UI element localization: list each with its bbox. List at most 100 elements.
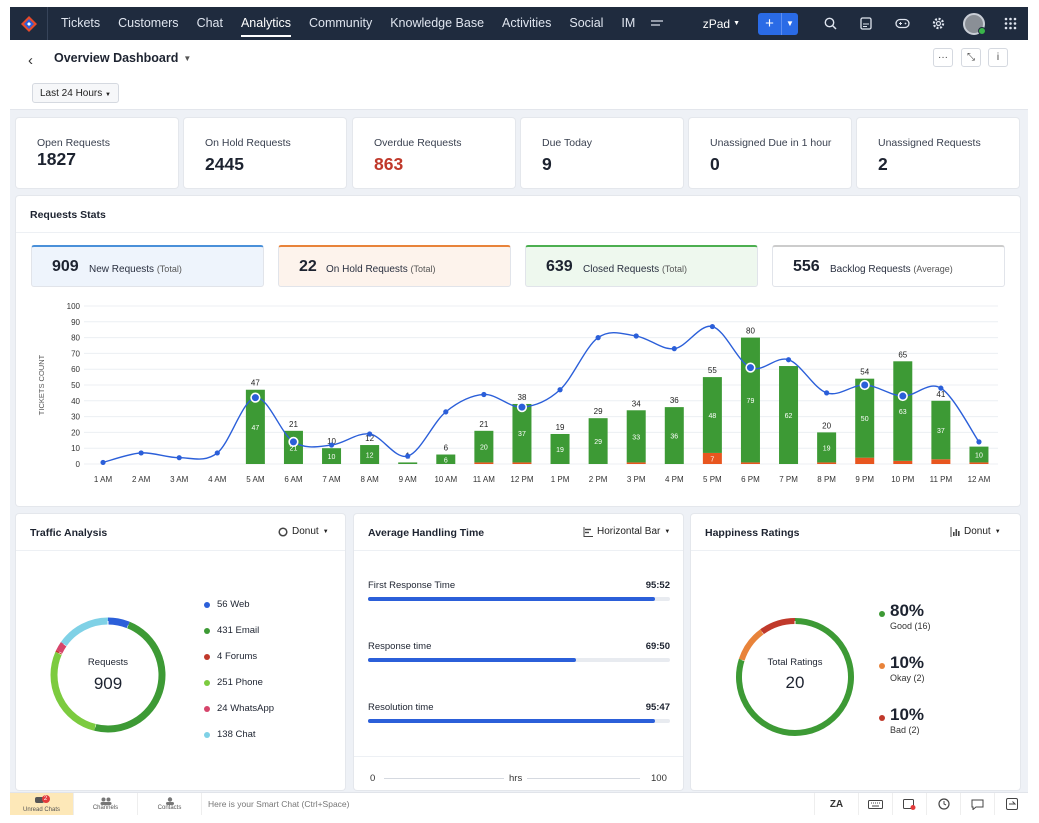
workspace-selector[interactable]: zPad ▼	[703, 17, 740, 31]
donut-segment[interactable]	[50, 651, 96, 731]
nav-tab-customers[interactable]: Customers	[118, 16, 179, 30]
legend-item[interactable]: 251 Phone	[204, 677, 263, 688]
kpi-card[interactable]: Open Requests 1827	[16, 118, 178, 188]
new-button[interactable]: + ▼	[758, 12, 798, 35]
aht-row[interactable]: Response time 69:50	[368, 641, 670, 665]
trend-point[interactable]	[328, 442, 335, 448]
trend-point[interactable]	[138, 450, 144, 456]
trend-point[interactable]	[976, 439, 982, 445]
donut-segment[interactable]	[60, 617, 109, 647]
keyboard-icon[interactable]	[858, 792, 892, 815]
bar-orange[interactable]	[931, 459, 951, 464]
stat-card[interactable]: 909 New Requests (Total)	[31, 245, 264, 287]
channels-button[interactable]: Channels	[74, 792, 138, 815]
trend-point[interactable]	[671, 346, 677, 352]
bar-green[interactable]	[474, 430, 494, 463]
trend-point[interactable]	[557, 387, 563, 393]
search-icon[interactable]	[812, 7, 848, 40]
aht-row[interactable]: Resolution time 95:47	[368, 702, 670, 726]
trend-point[interactable]	[367, 431, 373, 437]
trend-point[interactable]	[595, 335, 601, 341]
gear-icon[interactable]	[920, 7, 956, 40]
bar-green[interactable]	[817, 432, 837, 463]
bar-green[interactable]	[436, 454, 456, 464]
page-title[interactable]: Overview Dashboard ▼	[54, 51, 191, 65]
bar-green[interactable]	[855, 378, 875, 458]
smart-chat-input[interactable]: Here is your Smart Chat (Ctrl+Space)	[208, 799, 350, 809]
legend-item[interactable]: 431 Email	[204, 625, 259, 636]
chart-type-selector[interactable]: Horizontal Bar ▼	[583, 526, 670, 537]
stat-card[interactable]: 639 Closed Requests (Total)	[525, 245, 758, 287]
trend-point[interactable]	[405, 453, 411, 459]
kpi-card[interactable]: Due Today 9	[521, 118, 683, 188]
legend-item[interactable]: 4 Forums	[204, 651, 257, 662]
nav-tab-community[interactable]: Community	[309, 16, 373, 30]
gamepad-icon[interactable]	[884, 7, 920, 40]
trend-point[interactable]	[100, 459, 106, 466]
nav-tab-knowledge-base[interactable]: Knowledge Base	[390, 16, 485, 30]
bar-orange[interactable]	[893, 460, 913, 464]
nav-tab-analytics[interactable]: Analytics	[232, 7, 300, 40]
stat-card[interactable]: 22 On Hold Requests (Total)	[278, 245, 511, 287]
donut-segment[interactable]	[94, 621, 166, 733]
legend-item[interactable]: 56 Web	[204, 599, 250, 610]
nav-tab-im[interactable]: IM	[621, 16, 636, 30]
bar-green[interactable]	[283, 430, 303, 464]
kpi-card[interactable]: Unassigned Requests 2	[857, 118, 1019, 188]
trend-point[interactable]	[288, 436, 299, 447]
back-arrow-icon[interactable]: ‹	[28, 52, 33, 69]
donut-segment[interactable]	[738, 629, 764, 661]
kpi-card[interactable]: On Hold Requests 2445	[184, 118, 346, 188]
zia-icon[interactable]: ZA	[814, 792, 858, 815]
trend-point[interactable]	[214, 450, 220, 456]
bar-orange[interactable]	[626, 462, 646, 464]
donut-segment[interactable]	[736, 618, 854, 736]
bar-green[interactable]	[664, 407, 684, 464]
avatar[interactable]	[963, 12, 986, 35]
contacts-button[interactable]: Contacts	[138, 792, 202, 815]
bar-orange[interactable]	[855, 457, 875, 464]
donut-segment[interactable]	[107, 617, 130, 629]
stat-card[interactable]: 556 Backlog Requests (Average)	[772, 245, 1005, 287]
more-options-button[interactable]: ···	[933, 48, 953, 67]
bar-green[interactable]	[893, 361, 913, 461]
share-screen-icon[interactable]	[994, 792, 1028, 815]
bar-green[interactable]	[245, 389, 265, 464]
trend-point[interactable]	[859, 379, 870, 391]
trend-point[interactable]	[745, 362, 756, 373]
nav-tab-tickets[interactable]: Tickets	[61, 16, 101, 30]
bar-green[interactable]	[360, 445, 380, 464]
chart-type-selector[interactable]: Donut ▼	[950, 526, 1001, 537]
donut-segment[interactable]	[760, 618, 796, 635]
bar-green[interactable]	[702, 377, 722, 453]
legend-item[interactable]: 24 WhatsApp	[204, 703, 274, 714]
legend-item[interactable]: 138 Chat	[204, 729, 256, 740]
notes-icon[interactable]	[848, 7, 884, 40]
nav-tab-activities[interactable]: Activities	[502, 16, 552, 30]
trend-point[interactable]	[824, 390, 830, 396]
bar-green[interactable]	[588, 418, 608, 464]
apps-grid-icon[interactable]	[992, 7, 1028, 40]
trend-point[interactable]	[785, 357, 792, 363]
bar-green[interactable]	[550, 433, 570, 464]
donut-segment[interactable]	[56, 641, 67, 654]
kpi-card[interactable]: Unassigned Due in 1 hour 0	[689, 118, 851, 188]
time-range-dropdown[interactable]: Last 24 Hours ▼	[32, 83, 119, 103]
bar-green[interactable]	[398, 462, 418, 464]
bar-green[interactable]	[512, 403, 532, 463]
clock-icon[interactable]	[926, 792, 960, 815]
aht-row[interactable]: First Response Time 95:52	[368, 580, 670, 604]
chat-bubble-icon[interactable]	[960, 792, 994, 815]
bar-green[interactable]	[969, 446, 989, 463]
calendar-alert-icon[interactable]	[892, 792, 926, 815]
bar-orange[interactable]	[702, 452, 722, 464]
bar-orange[interactable]	[969, 462, 989, 464]
nav-tab-chat[interactable]: Chat	[196, 16, 223, 30]
bar-green[interactable]	[779, 366, 799, 464]
bar-orange[interactable]	[817, 462, 837, 464]
trend-point[interactable]	[633, 333, 639, 339]
trend-point[interactable]	[250, 392, 261, 403]
chart-type-selector[interactable]: Donut ▼	[278, 526, 329, 537]
chevron-down-icon[interactable]: ▼	[786, 19, 794, 28]
unread-chats-button[interactable]: 2 Unread Chats	[10, 792, 74, 815]
